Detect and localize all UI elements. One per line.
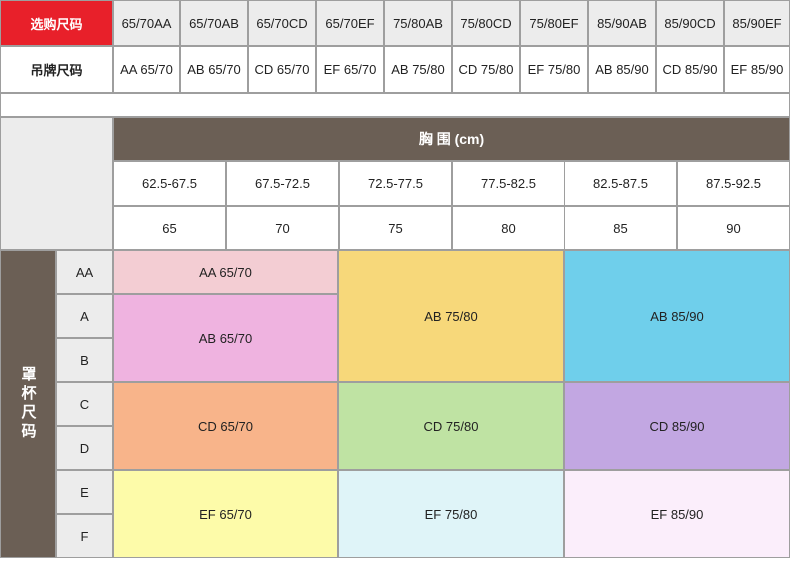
purchase-size-cell: 65/70EF xyxy=(316,0,384,46)
tag-size-cell: AA 65/70 xyxy=(113,46,180,93)
chest-range-cell: 72.5-77.5 xyxy=(339,161,452,206)
tag-size-cell: CD 75/80 xyxy=(452,46,520,93)
band-size-cell: 70 xyxy=(226,206,339,250)
tag-size-label: 吊牌尺码 xyxy=(0,46,113,93)
block-cd-75-80: CD 75/80 xyxy=(338,382,564,470)
purchase-size-cell: 65/70AB xyxy=(180,0,248,46)
tag-size-cell: CD 65/70 xyxy=(248,46,316,93)
tag-size-cell: AB 85/90 xyxy=(588,46,656,93)
tag-size-cell: CD 85/90 xyxy=(656,46,724,93)
cup-size-label: 罩杯尺码 xyxy=(0,250,56,558)
cup-letter-cell: C xyxy=(56,382,113,426)
cup-letter-cell: B xyxy=(56,338,113,382)
tag-size-cell: EF 85/90 xyxy=(724,46,790,93)
tag-size-cell: EF 75/80 xyxy=(520,46,588,93)
chest-header: 胸 围 (cm) xyxy=(113,117,790,161)
block-cd-65-70: CD 65/70 xyxy=(113,382,338,470)
band-size-cell: 90 xyxy=(677,206,790,250)
block-cd-85-90: CD 85/90 xyxy=(564,382,790,470)
purchase-size-cell: 75/80CD xyxy=(452,0,520,46)
cup-letter-cell: D xyxy=(56,426,113,470)
purchase-size-cell: 85/90EF xyxy=(724,0,790,46)
block-ef-65-70: EF 65/70 xyxy=(113,470,338,558)
purchase-size-cell: 65/70AA xyxy=(113,0,180,46)
chest-range-cell: 87.5-92.5 xyxy=(677,161,790,206)
cup-letter-cell: E xyxy=(56,470,113,514)
block-ab-75-80: AB 75/80 xyxy=(338,250,564,382)
cup-size-label-text: 罩杯尺码 xyxy=(19,366,37,442)
chest-range-cell: 67.5-72.5 xyxy=(226,161,339,206)
purchase-size-cell: 65/70CD xyxy=(248,0,316,46)
cup-letter-cell: F xyxy=(56,514,113,558)
purchase-size-cell: 85/90AB xyxy=(588,0,656,46)
cup-letter-cell: A xyxy=(56,294,113,338)
block-ab-85-90: AB 85/90 xyxy=(564,250,790,382)
spacer-row xyxy=(0,93,790,117)
block-ab-65-70: AB 65/70 xyxy=(113,294,338,382)
band-size-cell: 85 xyxy=(564,206,677,250)
corner-blank xyxy=(0,117,113,250)
chest-range-cell: 77.5-82.5 xyxy=(452,161,565,206)
band-size-cell: 65 xyxy=(113,206,226,250)
band-size-cell: 75 xyxy=(339,206,452,250)
purchase-size-label: 选购尺码 xyxy=(0,0,113,46)
tag-size-cell: EF 65/70 xyxy=(316,46,384,93)
band-size-cell: 80 xyxy=(452,206,565,250)
block-ef-75-80: EF 75/80 xyxy=(338,470,564,558)
block-aa-65-70: AA 65/70 xyxy=(113,250,338,294)
purchase-size-cell: 75/80EF xyxy=(520,0,588,46)
chest-range-cell: 62.5-67.5 xyxy=(113,161,226,206)
cup-letter-cell: AA xyxy=(56,250,113,294)
block-ef-85-90: EF 85/90 xyxy=(564,470,790,558)
purchase-size-cell: 75/80AB xyxy=(384,0,452,46)
chest-range-cell: 82.5-87.5 xyxy=(564,161,677,206)
tag-size-cell: AB 75/80 xyxy=(384,46,452,93)
purchase-size-cell: 85/90CD xyxy=(656,0,724,46)
tag-size-cell: AB 65/70 xyxy=(180,46,248,93)
